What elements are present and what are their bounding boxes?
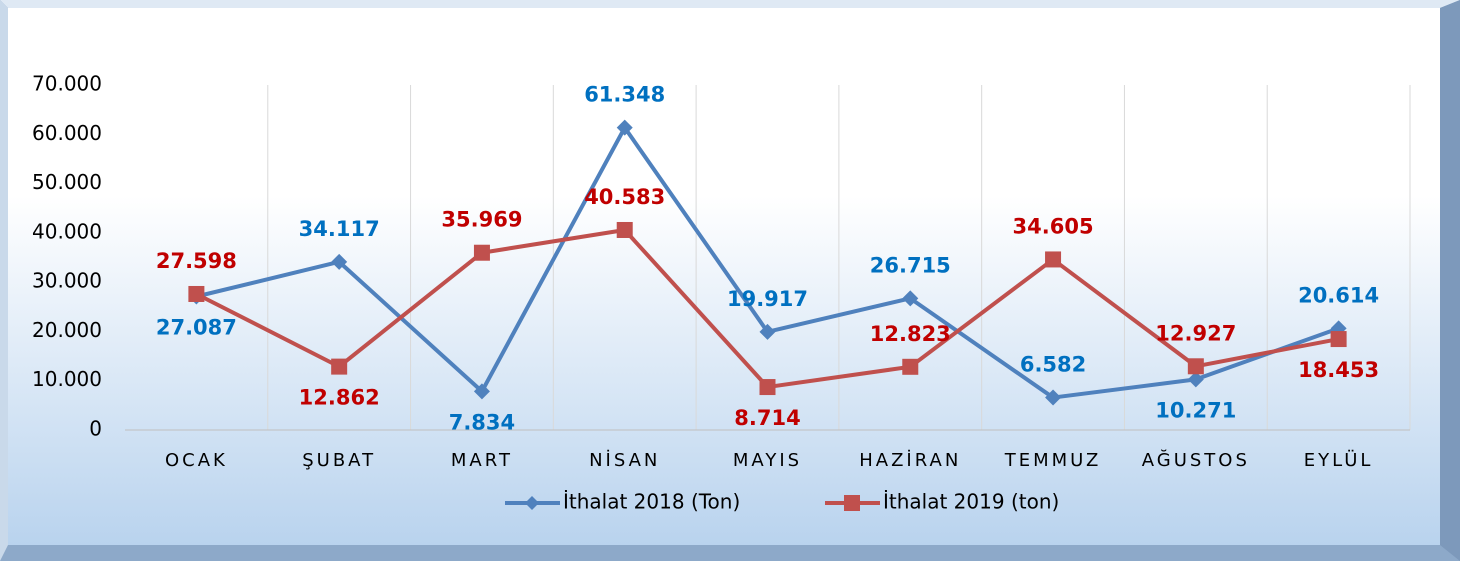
chart-area [8, 8, 1440, 545]
y-tick-label: 50.000 [32, 170, 102, 194]
marker [473, 383, 490, 400]
data-label: 20.614 [1298, 283, 1379, 307]
x-tick-label: ŞUBAT [302, 450, 376, 471]
marker [1187, 371, 1204, 388]
x-tick-label: EYLÜL [1304, 449, 1374, 471]
marker [616, 221, 633, 238]
marker [902, 358, 919, 375]
x-tick-label: MART [451, 450, 513, 471]
marker [616, 119, 633, 136]
marker [188, 285, 205, 302]
marker [473, 244, 490, 261]
data-label: 34.605 [1013, 214, 1094, 238]
marker [759, 323, 776, 340]
data-label: 12.862 [299, 386, 380, 410]
data-label: 61.348 [584, 83, 665, 107]
data-label: 27.087 [156, 315, 237, 339]
y-tick-label: 10.000 [32, 367, 102, 391]
marker [1187, 358, 1204, 375]
y-tick-label: 70.000 [32, 72, 102, 96]
marker [1045, 251, 1062, 268]
y-tick-label: 40.000 [32, 219, 102, 243]
data-label: 19.917 [727, 287, 808, 311]
data-label: 34.117 [299, 217, 380, 241]
data-label: 27.598 [156, 249, 237, 273]
marker [1045, 389, 1062, 406]
data-label: 6.582 [1020, 353, 1086, 377]
legend-label: İthalat 2019 (ton) [883, 490, 1059, 514]
data-label: 12.927 [1155, 321, 1236, 345]
bevel [0, 0, 1460, 8]
bevel [0, 0, 8, 561]
x-tick-label: NİSAN [589, 450, 660, 471]
y-tick-label: 30.000 [32, 269, 102, 293]
data-label: 40.583 [584, 185, 665, 209]
x-tick-label: AĞUSTOS [1142, 449, 1250, 471]
x-tick-label: HAZİRAN [859, 450, 961, 471]
data-label: 12.823 [870, 322, 951, 346]
marker [331, 253, 348, 270]
marker [1330, 331, 1347, 348]
data-label: 35.969 [441, 208, 522, 232]
marker [902, 290, 919, 307]
data-label: 26.715 [870, 253, 951, 277]
legend-marker [525, 496, 539, 510]
data-label: 7.834 [449, 410, 515, 434]
data-label: 8.714 [734, 406, 800, 430]
x-tick-label: OCAK [165, 450, 228, 471]
bevel [1440, 0, 1460, 561]
y-tick-label: 60.000 [32, 121, 102, 145]
marker [331, 358, 348, 375]
y-tick-label: 0 [89, 417, 102, 441]
y-tick-label: 20.000 [32, 318, 102, 342]
x-tick-label: MAYIS [733, 450, 802, 471]
x-tick-label: TEMMUZ [1004, 450, 1102, 471]
data-label: 18.453 [1298, 358, 1379, 382]
legend-marker [844, 495, 860, 511]
marker [759, 379, 776, 396]
data-label: 10.271 [1155, 398, 1236, 422]
legend-label: İthalat 2018 (Ton) [563, 490, 740, 514]
